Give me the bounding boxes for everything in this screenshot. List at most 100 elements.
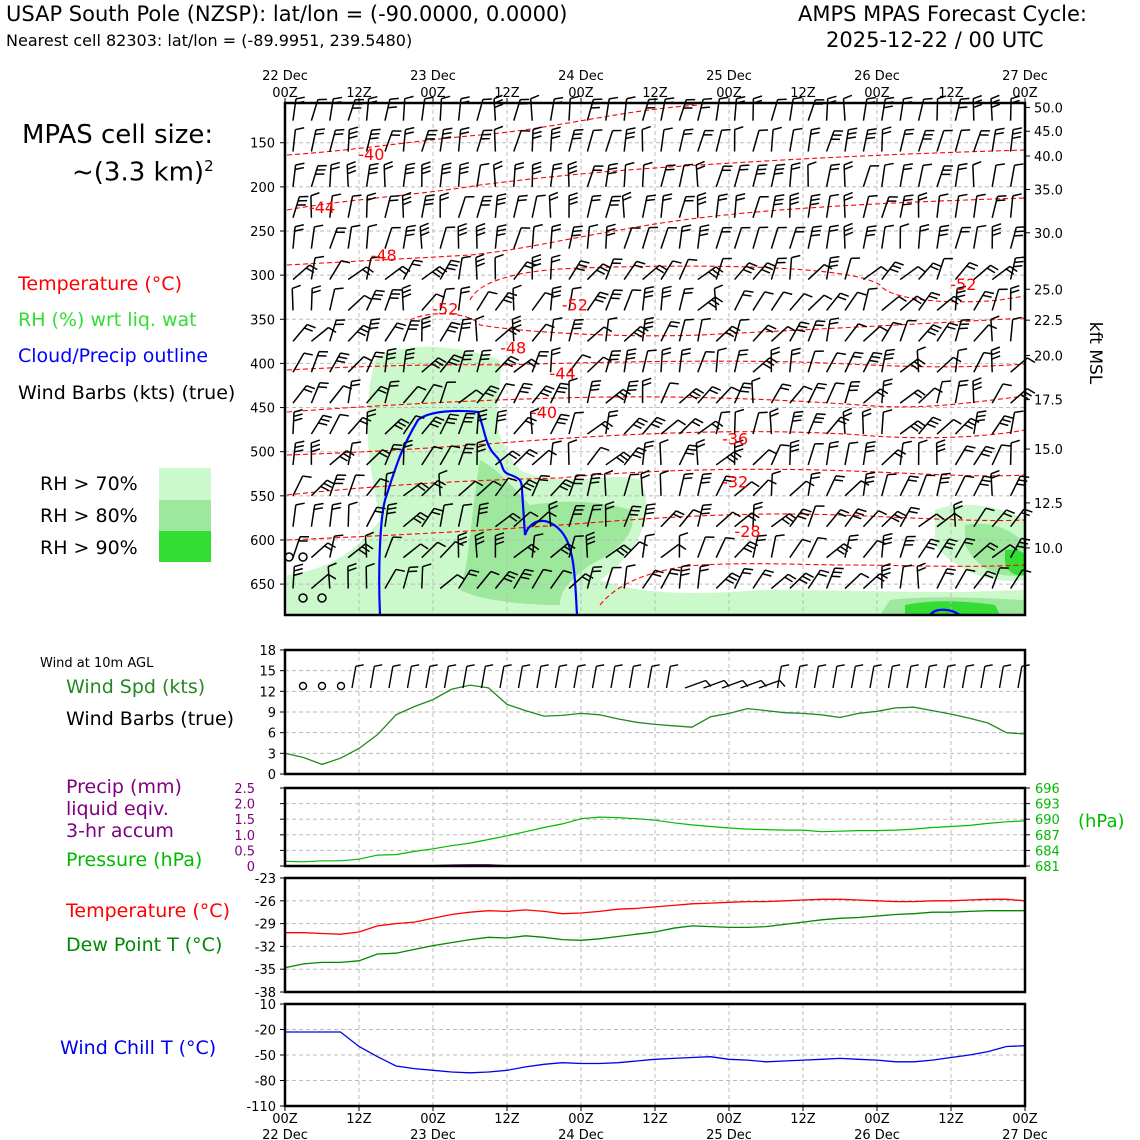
wind-barb-flag bbox=[632, 423, 642, 430]
wind-barb-flag bbox=[1002, 383, 1012, 387]
wind-barb bbox=[881, 295, 900, 312]
wind-barb-flag bbox=[431, 511, 441, 516]
wind-barb bbox=[438, 473, 441, 496]
wind-barb-flag bbox=[367, 413, 377, 418]
wind-barb bbox=[954, 350, 960, 373]
wind-barb bbox=[936, 130, 945, 152]
wind-barb-flag bbox=[551, 130, 561, 135]
wind-barb-flag bbox=[751, 481, 760, 488]
wind-barb-flag bbox=[640, 469, 650, 475]
wind-barb bbox=[384, 196, 392, 218]
wind-barb-flag bbox=[847, 131, 857, 135]
wind-barb-flag bbox=[608, 162, 618, 166]
wind-barb-flag bbox=[765, 360, 775, 366]
wind-barb bbox=[421, 446, 435, 466]
wind-barb-flag bbox=[522, 572, 532, 576]
wind-barb-flag bbox=[552, 290, 562, 294]
wind-barb-flag bbox=[904, 132, 914, 136]
wind-barb-flag bbox=[948, 538, 958, 543]
wind-barb-flag bbox=[696, 165, 706, 170]
wind-barb-flag bbox=[920, 223, 930, 228]
wind-barb bbox=[292, 324, 308, 342]
wind-barb-flag bbox=[461, 255, 472, 259]
wind-barb bbox=[678, 129, 686, 152]
wind-barb-flag bbox=[802, 508, 812, 513]
wind-barb-flag bbox=[913, 298, 922, 305]
wind-barb bbox=[365, 164, 371, 187]
temperature-frame bbox=[283, 876, 1027, 994]
wind-barb-flag bbox=[866, 96, 876, 100]
wind-barb bbox=[347, 417, 364, 435]
wind-barb-flag bbox=[460, 290, 470, 294]
wind-barb bbox=[752, 412, 760, 435]
wind-barb-flag bbox=[860, 572, 870, 579]
wind-barb-flag bbox=[479, 502, 489, 506]
pressure-tick-label: 684 bbox=[1035, 844, 1060, 859]
wind-barb-flag bbox=[369, 137, 379, 140]
wind-barb-flag bbox=[594, 298, 604, 303]
wind-barb-flag bbox=[591, 384, 601, 387]
wind-barb bbox=[586, 326, 605, 342]
wind-barb-flag bbox=[865, 475, 875, 480]
wind-barb bbox=[843, 195, 846, 218]
surface-wind-barb-flag bbox=[947, 664, 956, 668]
wind-barb-flag bbox=[758, 164, 768, 167]
wind-barb-flag bbox=[734, 126, 744, 131]
wind-barb bbox=[789, 321, 802, 342]
wind-barb-flag bbox=[663, 193, 673, 197]
wind-chill-line bbox=[285, 1031, 1026, 1074]
wind-barb-flag bbox=[691, 421, 701, 427]
surface-wind-barb bbox=[517, 666, 524, 689]
wind-barb-flag bbox=[764, 327, 774, 333]
surface-wind-barb-flag bbox=[781, 664, 790, 668]
wind-barb bbox=[918, 513, 937, 528]
wind-barb bbox=[292, 475, 304, 497]
wind-barb-flag bbox=[944, 572, 954, 575]
wind-barb-flag bbox=[675, 510, 685, 516]
wind-barb bbox=[457, 288, 463, 311]
wind-barb-flag bbox=[820, 569, 830, 574]
wind-barb-flag bbox=[478, 413, 488, 418]
wind-barb-flag bbox=[709, 389, 719, 395]
wind-barb bbox=[457, 505, 464, 527]
wind-barb-flag bbox=[530, 407, 540, 413]
wind-barb-flag bbox=[565, 479, 575, 485]
wind-barb bbox=[733, 412, 737, 435]
wind-barb-flag bbox=[551, 254, 561, 259]
wind-barb-flag bbox=[958, 162, 968, 166]
wind-barb bbox=[605, 567, 614, 589]
wind-barb-flag bbox=[475, 389, 485, 396]
wind-barb-flag bbox=[449, 413, 459, 417]
wind-barb bbox=[531, 449, 550, 466]
wind-barb bbox=[936, 381, 943, 404]
wind-barb-flag bbox=[843, 160, 853, 166]
wind-barb-flag bbox=[814, 417, 825, 420]
wind-barb-flag bbox=[527, 546, 536, 553]
wind-barb-flag bbox=[589, 223, 599, 228]
wind-barb bbox=[327, 566, 331, 589]
wind-barb-flag bbox=[742, 571, 752, 575]
wind-barbs-label: Wind Barbs (true) bbox=[66, 708, 235, 730]
calm-circle bbox=[317, 593, 327, 603]
wind-barb-flag bbox=[672, 260, 682, 264]
wind-barb bbox=[697, 266, 717, 281]
wind-barb-flag bbox=[445, 287, 455, 290]
cycle-title: 2025-12-22 / 00 UTC bbox=[826, 28, 1044, 52]
wind-barb-flag bbox=[908, 510, 918, 514]
wind-barb-flag bbox=[844, 231, 854, 237]
wind-barb bbox=[402, 543, 422, 559]
wind-barb-flag bbox=[644, 444, 654, 449]
wind-barb bbox=[881, 350, 887, 373]
wind-barb-flag bbox=[338, 356, 348, 360]
wind-barb bbox=[421, 293, 437, 311]
wind-barb-flag bbox=[553, 162, 563, 166]
wind-barb bbox=[421, 541, 439, 559]
wind-barb-flag bbox=[573, 323, 583, 326]
wind-barb-flag bbox=[811, 229, 821, 233]
wind-barb-flag bbox=[725, 331, 735, 338]
wind-barb-flag bbox=[641, 125, 651, 131]
wind-barb-flag bbox=[772, 470, 782, 475]
wind-barb-flag bbox=[917, 266, 926, 273]
wind-speed-line bbox=[284, 684, 1026, 766]
wind-barb-flag bbox=[829, 440, 839, 444]
